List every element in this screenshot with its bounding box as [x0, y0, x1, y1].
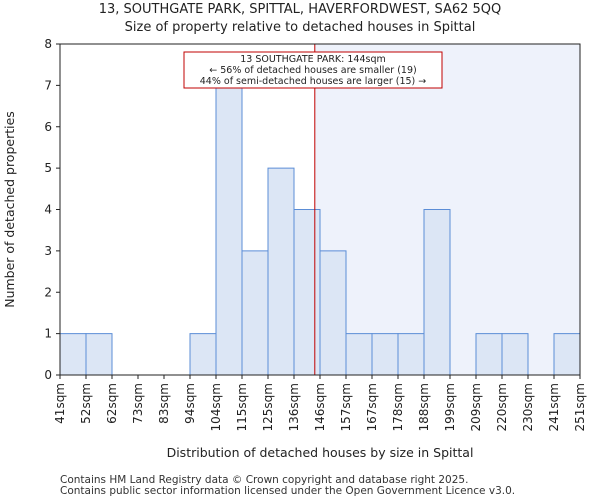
x-tick-label: 178sqm [391, 383, 405, 431]
footer-licence: Contains public sector information licen… [60, 485, 516, 497]
histogram-bar [397, 333, 425, 376]
x-tick-label: 94sqm [183, 383, 197, 424]
y-tick-label: 3 [44, 244, 52, 258]
x-tick-label: 241sqm [547, 383, 561, 431]
x-tick-label: 167sqm [365, 383, 379, 431]
y-tick-label: 1 [44, 327, 52, 341]
x-tick-label: 188sqm [417, 383, 431, 431]
x-tick-label: 251sqm [573, 383, 587, 431]
histogram-bar [319, 250, 347, 376]
x-tick-label: 104sqm [209, 383, 223, 431]
annotation-line: ← 56% of detached houses are smaller (19… [209, 65, 416, 76]
histogram-bar [475, 333, 503, 376]
x-tick-label: 62sqm [105, 383, 119, 424]
x-tick-label: 41sqm [53, 383, 67, 424]
x-tick-label: 83sqm [157, 383, 171, 424]
histogram-chart: 0 1 2 3 4 5 6 7 8 41sqm 52sqm 62sqm 73sqm 83sqm 94sqm 1… [2, 37, 587, 460]
histogram-bar [371, 333, 399, 376]
y-tick-label: 2 [44, 285, 52, 299]
histogram-bar [345, 333, 373, 376]
histogram-bar [501, 333, 529, 376]
x-tick-label: 220sqm [495, 383, 509, 431]
chart-title-address: 13, SOUTHGATE PARK, SPITTAL, HAVERFORDWE… [98, 2, 502, 17]
x-tick-label: 209sqm [469, 383, 483, 431]
histogram-bar [553, 333, 581, 376]
x-tick-label: 52sqm [79, 383, 93, 424]
annotation-line: 44% of semi-detached houses are larger (… [200, 76, 427, 87]
x-tick-label: 146sqm [313, 383, 327, 431]
y-axis-title: Number of detached properties [2, 111, 17, 308]
y-tick-label: 6 [44, 120, 52, 134]
x-tick-label: 73sqm [131, 383, 145, 424]
y-tick-label: 4 [44, 203, 52, 217]
annotation-line: 13 SOUTHGATE PARK: 144sqm [240, 54, 386, 65]
x-tick-label: 125sqm [261, 383, 275, 431]
x-tick-label: 199sqm [443, 383, 457, 431]
histogram-bar [215, 84, 243, 376]
x-tick-label: 157sqm [339, 383, 353, 431]
histogram-bar [85, 333, 113, 376]
histogram-bar [293, 209, 321, 376]
y-tick-label: 8 [44, 37, 52, 51]
histogram-bar [241, 250, 269, 376]
chart-subtitle: Size of property relative to detached ho… [124, 20, 476, 35]
y-tick-label: 5 [44, 161, 52, 175]
x-tick-label: 115sqm [235, 383, 249, 431]
y-tick-label: 7 [44, 78, 52, 92]
x-tick-label: 230sqm [521, 383, 535, 431]
annotation-box [183, 51, 443, 89]
histogram-bar [423, 209, 451, 376]
histogram-bar [59, 333, 87, 376]
x-axis-title: Distribution of detached houses by size … [167, 445, 474, 460]
y-tick-label: 0 [44, 368, 52, 382]
x-tick-label: 136sqm [287, 383, 301, 431]
footer-copyright: Contains HM Land Registry data © Crown c… [60, 474, 469, 486]
histogram-bar [267, 167, 295, 376]
histogram-bar [189, 333, 217, 376]
